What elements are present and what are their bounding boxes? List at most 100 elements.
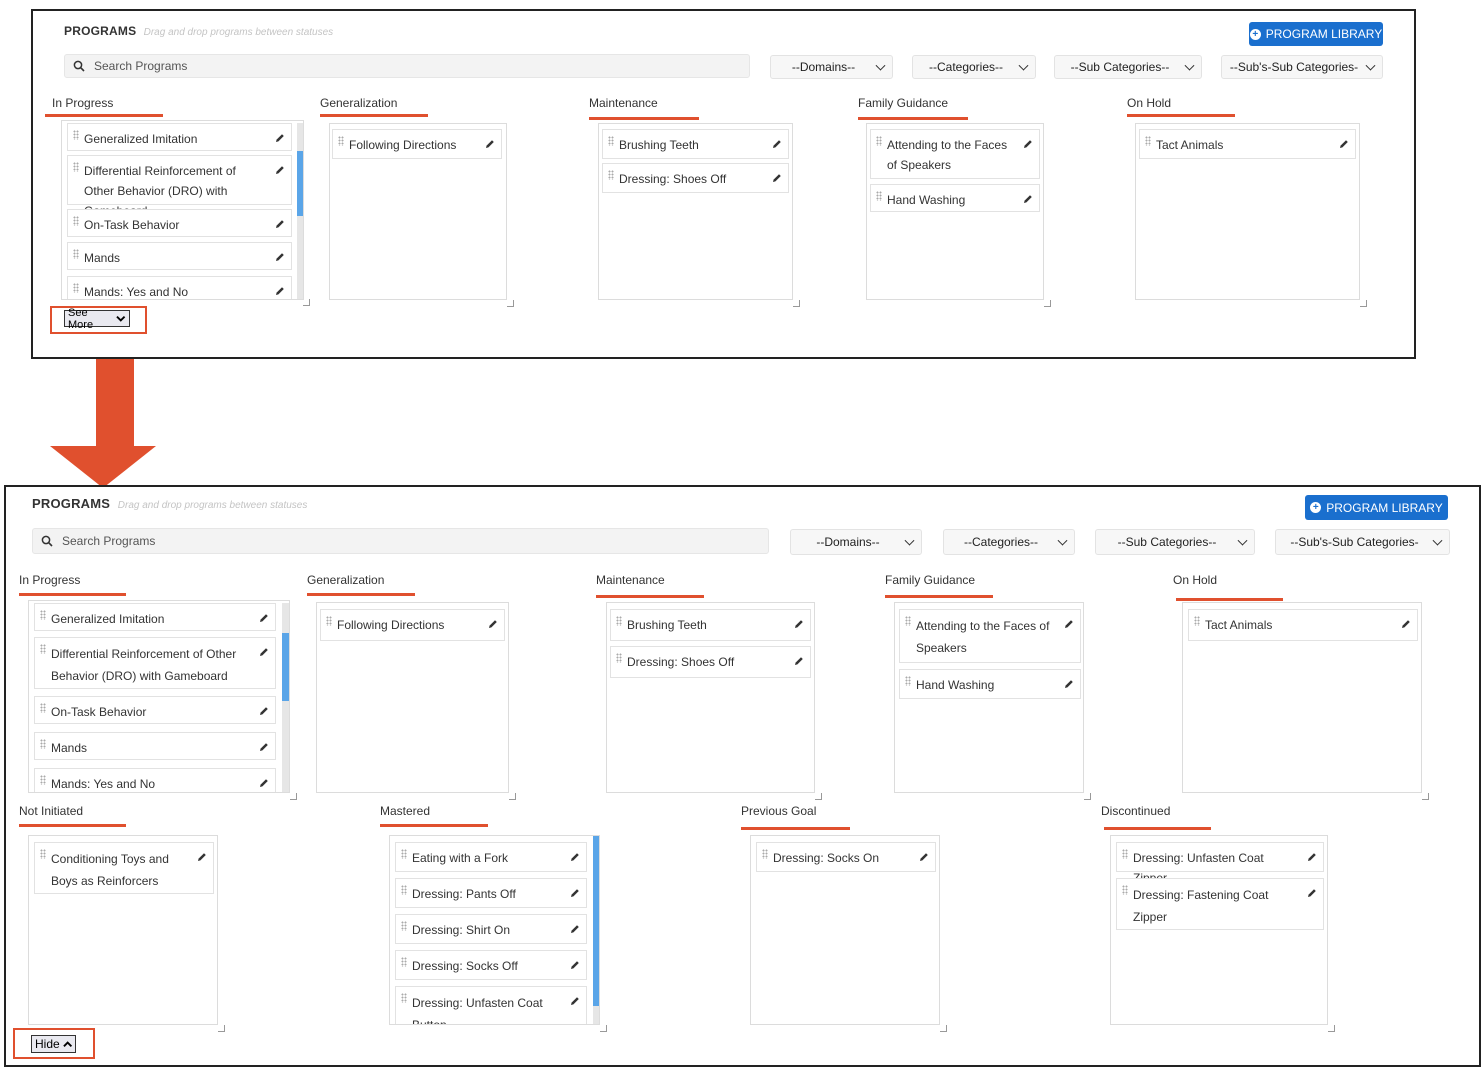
pencil-icon[interactable] bbox=[570, 996, 580, 1006]
on-hold-dropzone[interactable]: Tact Animals bbox=[1135, 123, 1360, 300]
pencil-icon[interactable] bbox=[485, 139, 495, 149]
program-card[interactable]: Dressing: Shoes Off bbox=[602, 163, 789, 193]
resize-handle[interactable] bbox=[793, 300, 800, 307]
program-card[interactable]: Dressing: Shoes Off bbox=[610, 646, 811, 678]
in-progress-dropzone[interactable]: Generalized Imitation Differential Reinf… bbox=[61, 120, 304, 300]
resize-handle[interactable] bbox=[290, 793, 297, 800]
pencil-icon[interactable] bbox=[570, 924, 580, 934]
subsub-categories-select[interactable]: --Sub's-Sub Categories- bbox=[1221, 55, 1383, 79]
program-card[interactable]: Mands: Yes and No bbox=[34, 768, 276, 792]
program-card[interactable]: Eating with a Fork bbox=[395, 842, 587, 872]
program-card[interactable]: Dressing: Pants Off bbox=[395, 878, 587, 908]
on-hold-dropzone[interactable]: Tact Animals bbox=[1182, 602, 1422, 793]
program-card[interactable]: Tact Animals bbox=[1188, 609, 1418, 641]
resize-handle[interactable] bbox=[940, 1025, 947, 1032]
drag-handle-icon[interactable] bbox=[616, 616, 622, 626]
pencil-icon[interactable] bbox=[259, 613, 269, 623]
drag-handle-icon[interactable] bbox=[73, 162, 79, 172]
program-card[interactable]: Conditioning Toys and Boys as Reinforcer… bbox=[34, 842, 214, 894]
pencil-icon[interactable] bbox=[259, 778, 269, 788]
drag-handle-icon[interactable] bbox=[40, 644, 46, 654]
pencil-icon[interactable] bbox=[794, 656, 804, 666]
drag-handle-icon[interactable] bbox=[73, 249, 79, 259]
program-card[interactable]: Brushing Teeth bbox=[610, 609, 811, 641]
pencil-icon[interactable] bbox=[259, 742, 269, 752]
drag-handle-icon[interactable] bbox=[326, 616, 332, 626]
pencil-icon[interactable] bbox=[570, 852, 580, 862]
hide-button[interactable]: Hide bbox=[31, 1035, 76, 1053]
program-card[interactable]: Following Directions bbox=[320, 609, 505, 641]
resize-handle[interactable] bbox=[509, 793, 516, 800]
pencil-icon[interactable] bbox=[919, 852, 929, 862]
program-library-button[interactable]: + PROGRAM LIBRARY bbox=[1249, 22, 1383, 46]
categories-select[interactable]: --Categories-- bbox=[912, 55, 1036, 79]
pencil-icon[interactable] bbox=[1339, 139, 1349, 149]
program-card[interactable]: Differential Reinforcement of Other Beha… bbox=[67, 155, 292, 218]
pencil-icon[interactable] bbox=[1023, 139, 1033, 149]
drag-handle-icon[interactable] bbox=[1122, 849, 1128, 859]
categories-select[interactable]: --Categories-- bbox=[943, 529, 1075, 555]
subsub-categories-select[interactable]: --Sub's-Sub Categories- bbox=[1275, 529, 1450, 555]
see-more-button[interactable]: See More bbox=[64, 307, 130, 331]
search-input[interactable] bbox=[60, 533, 719, 549]
program-card[interactable]: Hand Washing bbox=[870, 184, 1040, 212]
drag-handle-icon[interactable] bbox=[40, 849, 46, 859]
program-card[interactable]: Tact Animals bbox=[1139, 129, 1356, 159]
pencil-icon[interactable] bbox=[275, 165, 285, 175]
in-progress-dropzone[interactable]: Generalized Imitation Differential Reinf… bbox=[28, 600, 290, 793]
resize-handle[interactable] bbox=[303, 299, 310, 306]
generalization-dropzone[interactable]: Following Directions bbox=[316, 602, 509, 793]
program-card[interactable]: Dressing: Socks On bbox=[756, 842, 936, 872]
pencil-icon[interactable] bbox=[275, 219, 285, 229]
pencil-icon[interactable] bbox=[259, 647, 269, 657]
drag-handle-icon[interactable] bbox=[1145, 136, 1151, 146]
program-card[interactable]: Generalized Imitation bbox=[34, 603, 276, 631]
program-card[interactable]: Generalized Imitation bbox=[67, 123, 292, 151]
resize-handle[interactable] bbox=[815, 793, 822, 800]
family-guidance-dropzone[interactable]: Attending to the Faces of Speakers Hand … bbox=[866, 123, 1044, 300]
drag-handle-icon[interactable] bbox=[73, 216, 79, 226]
drag-handle-icon[interactable] bbox=[876, 191, 882, 201]
program-card[interactable]: Brushing Teeth bbox=[602, 129, 789, 159]
drag-handle-icon[interactable] bbox=[1122, 885, 1128, 895]
drag-handle-icon[interactable] bbox=[401, 921, 407, 931]
program-library-button[interactable]: + PROGRAM LIBRARY bbox=[1305, 495, 1448, 520]
resize-handle[interactable] bbox=[1084, 793, 1091, 800]
drag-handle-icon[interactable] bbox=[616, 653, 622, 663]
sub-categories-select[interactable]: --Sub Categories-- bbox=[1095, 529, 1255, 555]
program-card[interactable]: Differential Reinforcement of Other Beha… bbox=[34, 637, 276, 689]
program-card[interactable]: Mands bbox=[34, 732, 276, 760]
program-card[interactable]: Mands: Yes and No bbox=[67, 276, 292, 299]
drag-handle-icon[interactable] bbox=[1194, 616, 1200, 626]
maintenance-dropzone[interactable]: Brushing Teeth Dressing: Shoes Off bbox=[598, 123, 793, 300]
pencil-icon[interactable] bbox=[488, 619, 498, 629]
drag-handle-icon[interactable] bbox=[401, 957, 407, 967]
program-card[interactable]: Dressing: Unfasten Coat Zipper bbox=[1116, 842, 1324, 885]
pencil-icon[interactable] bbox=[1064, 679, 1074, 689]
scrollbar-thumb[interactable] bbox=[282, 633, 289, 701]
pencil-icon[interactable] bbox=[772, 139, 782, 149]
scrollbar-thumb[interactable] bbox=[297, 151, 303, 216]
pencil-icon[interactable] bbox=[772, 173, 782, 183]
drag-handle-icon[interactable] bbox=[40, 703, 46, 713]
generalization-dropzone[interactable]: Following Directions bbox=[329, 123, 507, 300]
pencil-icon[interactable] bbox=[275, 286, 285, 296]
pencil-icon[interactable] bbox=[1401, 619, 1411, 629]
program-card[interactable]: Dressing: Socks Off bbox=[395, 950, 587, 980]
mastered-dropzone[interactable]: Eating with a Fork Dressing: Pants Off D… bbox=[389, 835, 600, 1025]
drag-handle-icon[interactable] bbox=[401, 849, 407, 859]
resize-handle[interactable] bbox=[1328, 1025, 1335, 1032]
drag-handle-icon[interactable] bbox=[40, 775, 46, 785]
resize-handle[interactable] bbox=[1044, 300, 1051, 307]
program-card[interactable]: Hand Washing bbox=[899, 669, 1081, 699]
drag-handle-icon[interactable] bbox=[876, 136, 882, 146]
resize-handle[interactable] bbox=[1422, 793, 1429, 800]
pencil-icon[interactable] bbox=[794, 619, 804, 629]
resize-handle[interactable] bbox=[507, 300, 514, 307]
drag-handle-icon[interactable] bbox=[401, 993, 407, 1003]
drag-handle-icon[interactable] bbox=[401, 885, 407, 895]
pencil-icon[interactable] bbox=[570, 960, 580, 970]
drag-handle-icon[interactable] bbox=[73, 130, 79, 140]
drag-handle-icon[interactable] bbox=[338, 136, 344, 146]
resize-handle[interactable] bbox=[600, 1025, 607, 1032]
